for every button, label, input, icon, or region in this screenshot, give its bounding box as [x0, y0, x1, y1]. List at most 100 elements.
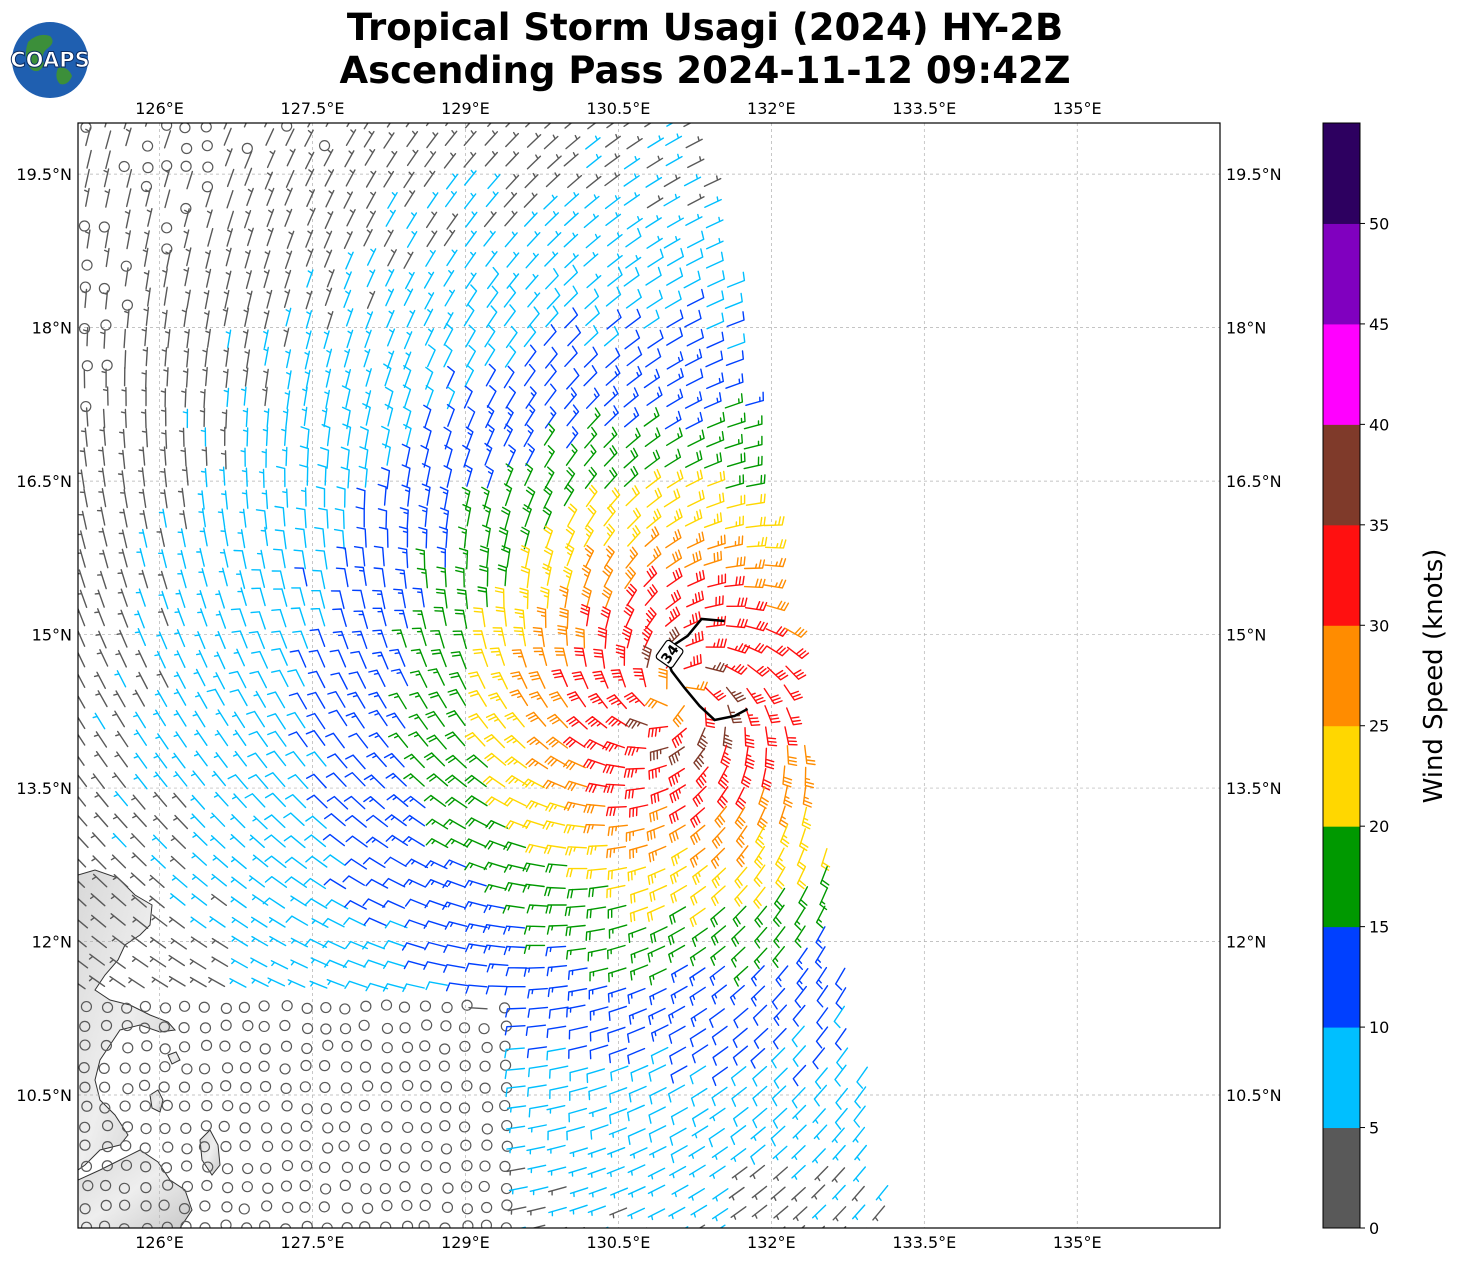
calm-marker [458, 1102, 471, 1114]
wind-barb [347, 691, 366, 709]
wind-barb [138, 467, 146, 487]
wind-barb [627, 1026, 646, 1043]
wind-barb [734, 885, 748, 907]
wind-barb [625, 289, 642, 309]
wind-barb [505, 131, 519, 148]
calm-marker [339, 1023, 352, 1035]
calm-marker [241, 142, 253, 154]
wind-barb [119, 428, 126, 449]
wind-barb [712, 1046, 729, 1066]
calm-marker [198, 1001, 210, 1013]
wind-barb [687, 489, 705, 508]
wind-barb [854, 1086, 867, 1109]
wind-barb [192, 831, 208, 846]
wind-barb [173, 814, 189, 830]
colorbar-tick-label: 20 [1369, 817, 1389, 836]
wind-barb [784, 627, 808, 638]
wind-barb [362, 403, 371, 426]
wind-barb [345, 129, 357, 146]
wind-barb [705, 350, 724, 368]
wind-barb [156, 670, 169, 688]
wind-barb [303, 877, 327, 890]
wind-barb [606, 846, 627, 859]
wind-barb [735, 786, 747, 810]
wind-barb [607, 487, 621, 510]
wind-barb [155, 733, 169, 750]
wind-barb [445, 774, 467, 788]
wind-barb [463, 130, 477, 146]
wind-barb [123, 123, 127, 130]
wind-barb [260, 526, 269, 547]
wind-barb [690, 886, 707, 906]
wind-barb [151, 834, 168, 849]
wind-barb [363, 774, 386, 789]
wind-barb [665, 589, 682, 610]
calm-marker [80, 1000, 93, 1013]
wind-barb [304, 898, 328, 909]
wind-barb [306, 269, 314, 288]
calm-marker [301, 1160, 313, 1172]
wind-barb [211, 956, 229, 967]
wind-barb [625, 255, 642, 269]
wind-barb [564, 543, 575, 567]
wind-barb [755, 825, 766, 849]
wind-barb [421, 483, 431, 506]
wind-barb [585, 305, 600, 327]
wind-barb [623, 767, 645, 778]
wind-barb [368, 691, 387, 709]
wind-barb [545, 268, 559, 290]
wind-barb [543, 324, 557, 346]
wind-barb [479, 565, 489, 587]
wind-barb [100, 329, 106, 349]
wind-barb [546, 1105, 566, 1114]
wind-barb [443, 312, 454, 330]
wind-barb [468, 1007, 488, 1010]
colorbar-bin-9 [1323, 223, 1360, 325]
calm-marker [402, 1121, 414, 1134]
calm-marker [340, 1061, 353, 1073]
wind-barb [84, 168, 90, 188]
wind-barb [124, 209, 131, 229]
wind-barb [242, 367, 249, 387]
wind-barb [383, 363, 392, 387]
wind-barb [648, 764, 667, 780]
wind-barb [503, 304, 516, 327]
wind-barb [98, 467, 106, 487]
wind-barb [564, 387, 577, 410]
wind-barb [687, 230, 705, 249]
wind-barb [264, 792, 286, 808]
wind-barb [730, 1206, 747, 1220]
wind-barb [726, 494, 746, 509]
wind-barb [835, 987, 847, 1010]
wind-barb [666, 267, 684, 286]
wind-barb [109, 913, 126, 926]
wind-barb [402, 814, 426, 827]
wind-barb [98, 446, 106, 466]
wind-barb [506, 272, 520, 289]
wind-barb [691, 1125, 709, 1139]
wind-barb [504, 986, 526, 996]
wind-barb [583, 739, 607, 750]
wind-barb [548, 1006, 569, 1019]
wind-barb [732, 905, 747, 927]
wind-barb [689, 986, 706, 1006]
calm-marker [341, 1161, 354, 1173]
wind-barb [311, 589, 326, 609]
wind-barb [604, 153, 621, 168]
wind-barb [384, 856, 407, 867]
wind-barb [717, 786, 729, 809]
wind-barb [290, 607, 306, 626]
title-line-2: Ascending Pass 2024-11-12 09:42Z [339, 49, 1071, 92]
wind-barb [545, 802, 569, 812]
wind-barb [763, 579, 787, 589]
wind-barb [267, 730, 287, 747]
wind-barb [129, 872, 146, 886]
wind-barb [304, 834, 327, 848]
wind-barb [332, 608, 347, 627]
wind-barb [725, 686, 746, 703]
wind-barb [544, 383, 557, 406]
wind-barb [485, 363, 496, 387]
wind-barb [109, 975, 126, 988]
wind-barb [815, 966, 828, 990]
wind-barb [220, 527, 229, 547]
